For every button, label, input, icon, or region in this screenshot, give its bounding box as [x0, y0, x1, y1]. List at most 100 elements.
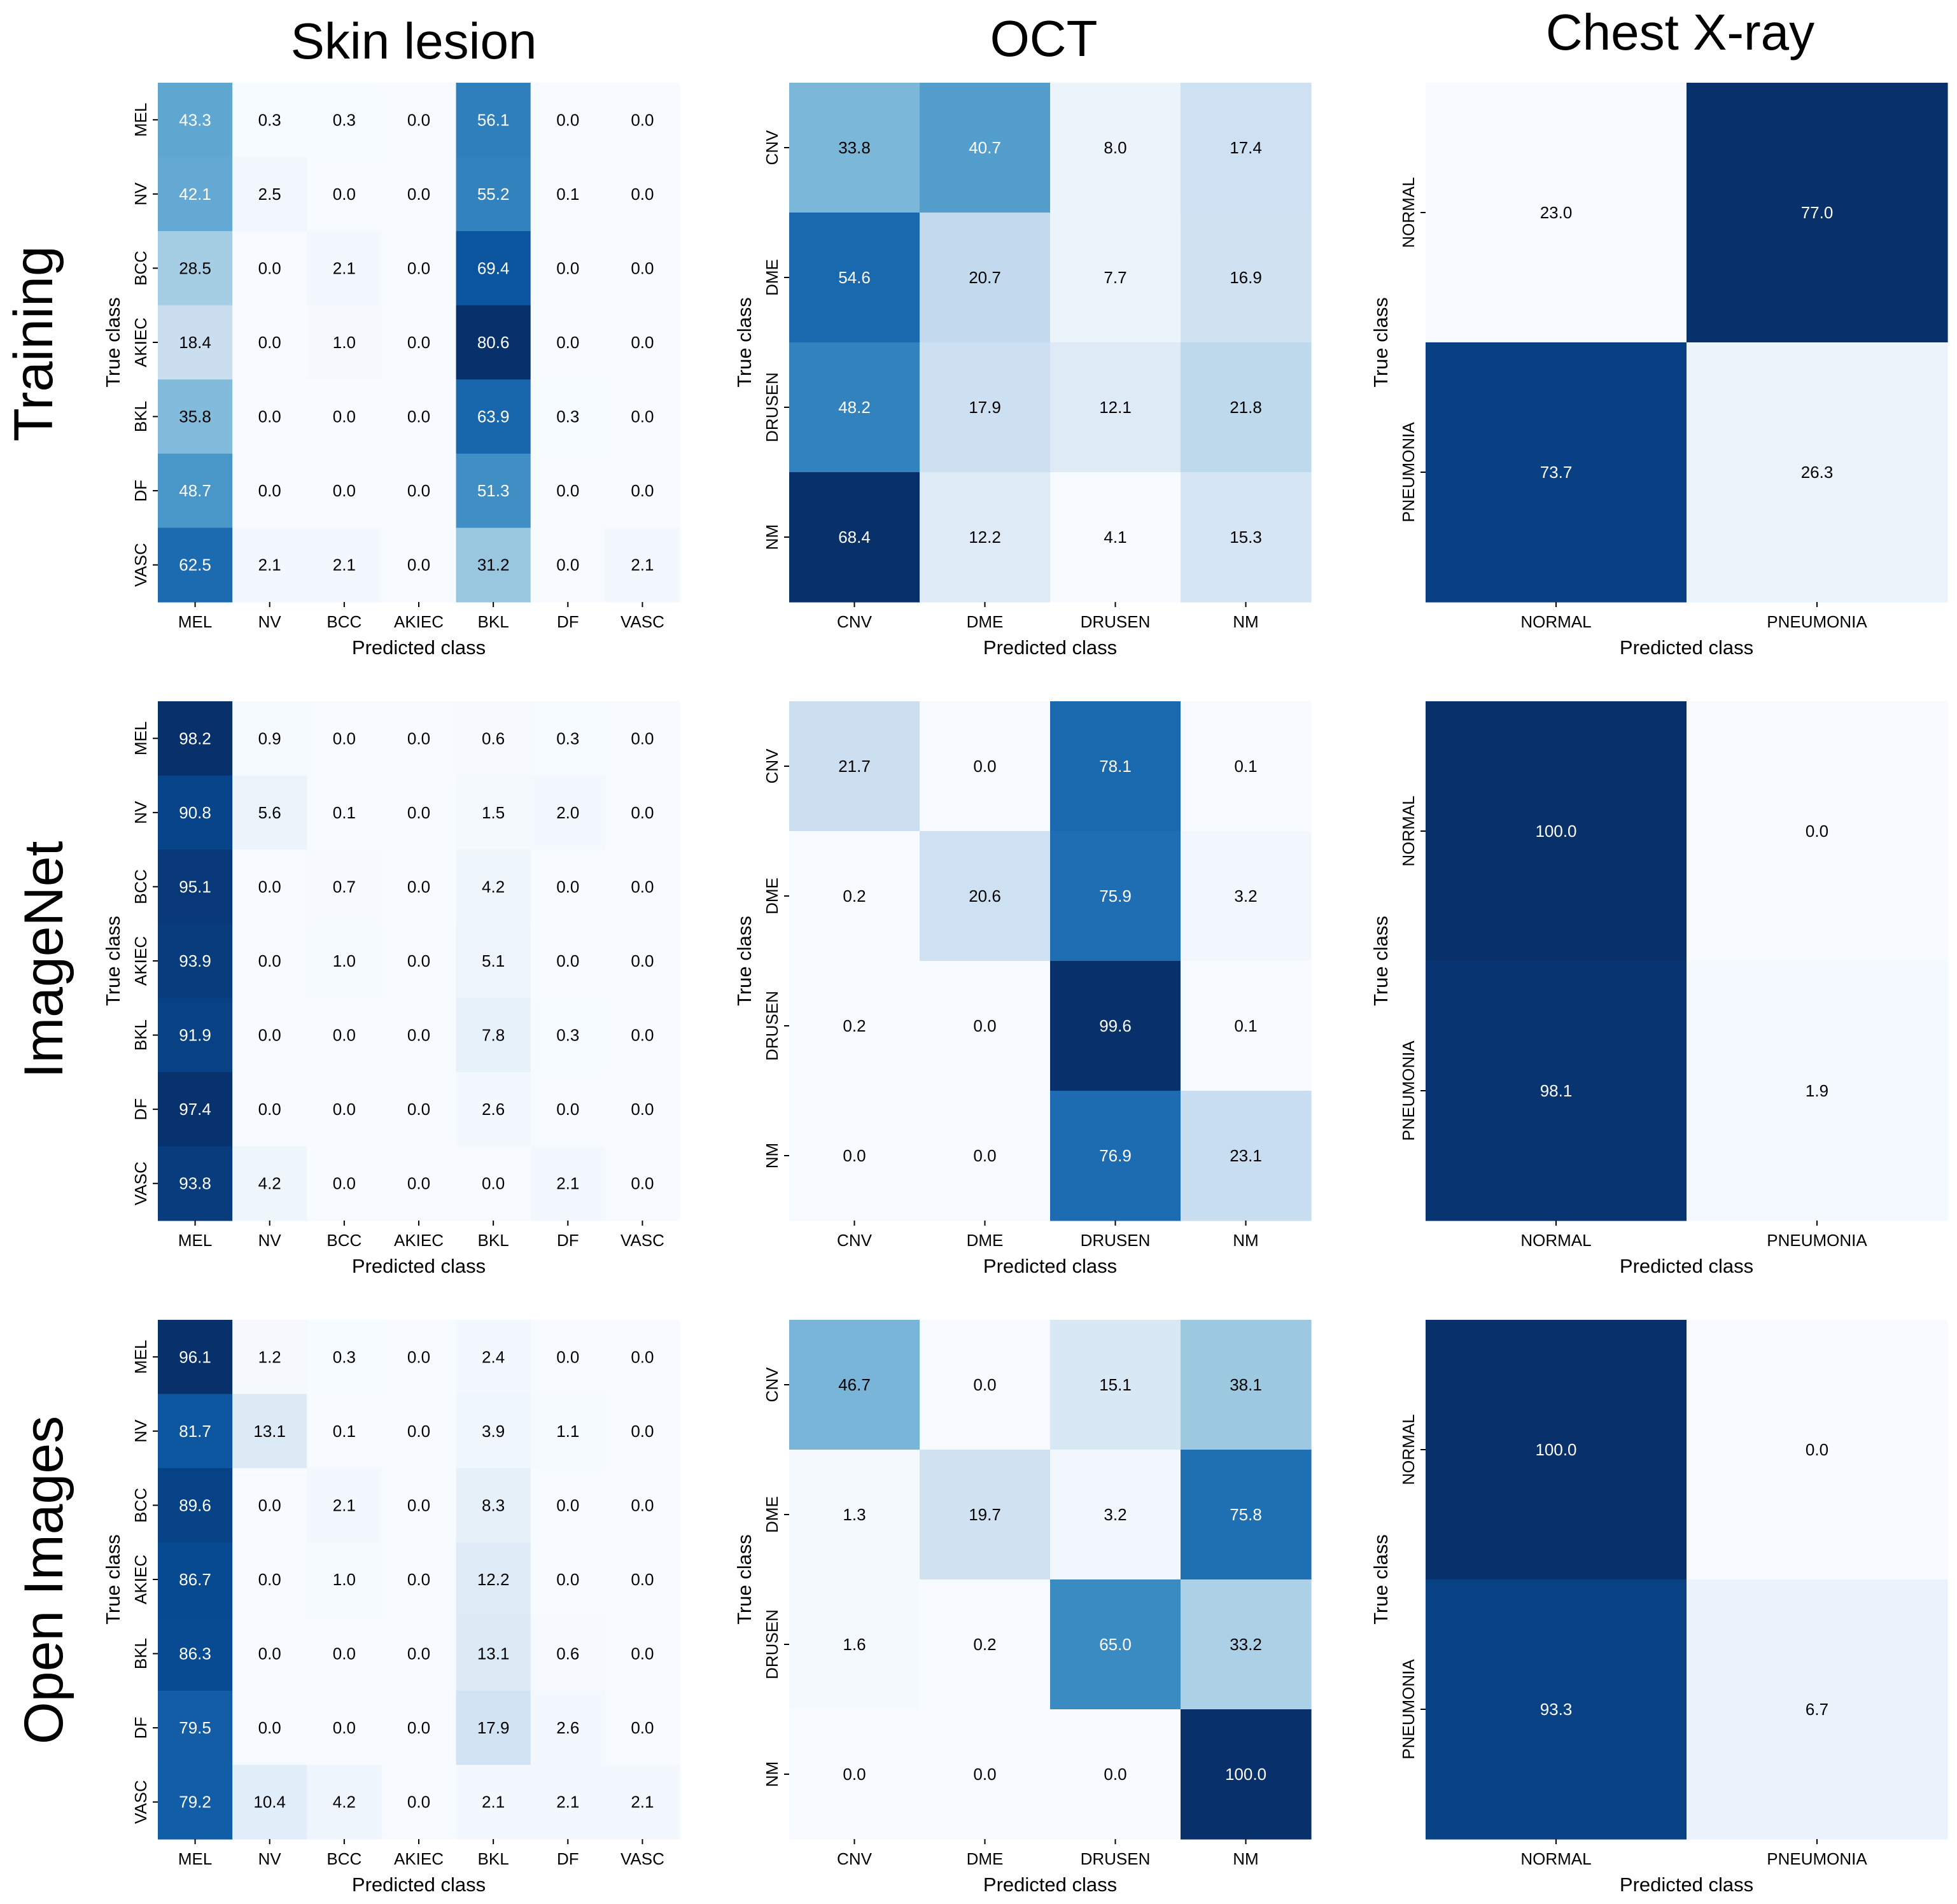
cell-value-label: 0.0	[407, 1718, 430, 1737]
heatmap-cell	[1181, 83, 1312, 213]
heatmap-cell	[307, 1690, 382, 1766]
heatmap-cell	[232, 923, 307, 998]
cell-value-label: 3.9	[482, 1422, 505, 1441]
cell-value-label: 0.0	[556, 1570, 579, 1589]
y-tick-label: BKL	[131, 1019, 150, 1051]
heatmap-cell	[307, 453, 382, 529]
heatmap-cell	[1426, 1320, 1687, 1580]
x-tick-label: VASC	[621, 612, 664, 631]
heatmap-cell	[456, 453, 531, 529]
y-tick-label: AKIEC	[131, 1555, 150, 1604]
cell-value-label: 0.0	[556, 1347, 579, 1366]
cell-value-label: 2.0	[556, 803, 579, 822]
heatmap-imagenet-skin-lesion: 98.2 0.9 0.0 0.0 0.6 0.3 0.0 90.8 5.6 0.1 0.0 1.5 2.…	[102, 701, 680, 1277]
cell-value-label: 0.6	[482, 729, 505, 748]
heatmap-cell	[1050, 1579, 1181, 1710]
cell-value-label: 2.6	[556, 1718, 579, 1737]
heatmap-cell	[1687, 961, 1948, 1221]
y-tick-label: NV	[131, 1419, 150, 1443]
heatmap-cell	[158, 1394, 233, 1469]
cell-value-label: 93.8	[179, 1174, 211, 1193]
cell-value-label: 91.9	[179, 1026, 211, 1045]
cell-value-label: 0.0	[407, 1495, 430, 1515]
heatmap-cell	[1050, 472, 1181, 603]
heatmap-cell	[307, 850, 382, 925]
cell-value-label: 0.2	[843, 886, 866, 906]
heatmap-cell	[530, 1146, 606, 1221]
x-axis-label: Predicted class	[352, 1873, 486, 1896]
x-tick-label: AKIEC	[394, 1849, 444, 1868]
cell-value-label: 0.0	[631, 333, 654, 352]
heatmap-cell	[605, 850, 680, 925]
cell-value-label: 23.0	[1540, 203, 1573, 222]
cell-value-label: 0.0	[258, 407, 281, 426]
cell-value-label: 96.1	[179, 1347, 211, 1366]
cell-value-label: 0.0	[556, 481, 579, 500]
cell-value-label: 0.3	[556, 1026, 579, 1045]
heatmap-cell	[530, 923, 606, 998]
heatmap-cell	[530, 453, 606, 529]
heatmap-cell	[789, 1709, 920, 1840]
heatmap-cell	[456, 1765, 531, 1840]
cell-value-label: 1.1	[556, 1422, 579, 1441]
row-title-training: Training	[3, 246, 64, 442]
heatmap-cell	[232, 1542, 307, 1617]
y-tick-label: BCC	[131, 251, 150, 286]
heatmap-cell	[381, 998, 457, 1073]
cell-value-label: 4.1	[1104, 528, 1126, 547]
heatmap-cell	[1050, 961, 1181, 1091]
heatmap-cell	[1181, 472, 1312, 603]
heatmap-cell	[456, 83, 531, 158]
heatmap-cell	[381, 231, 457, 306]
cell-value-label: 100.0	[1535, 1440, 1576, 1459]
heatmap-cell	[232, 231, 307, 306]
cell-value-label: 20.6	[969, 886, 1001, 906]
cell-value-label: 0.0	[631, 1718, 654, 1737]
cell-value-label: 2.1	[631, 1793, 654, 1812]
heatmap-cell	[920, 1450, 1051, 1580]
x-tick-label: MEL	[178, 1231, 212, 1250]
cell-value-label: 19.7	[969, 1505, 1001, 1524]
y-tick-label: NORMAL	[1399, 177, 1418, 248]
heatmap-cell	[456, 923, 531, 998]
heatmap-cell	[456, 1072, 531, 1147]
heatmap-cell	[456, 528, 531, 603]
cell-value-label: 98.2	[179, 729, 211, 748]
cell-value-label: 0.0	[973, 1765, 996, 1784]
heatmap-cell	[232, 1072, 307, 1147]
cell-value-label: 90.8	[179, 803, 211, 822]
cell-value-label: 0.0	[333, 1026, 356, 1045]
y-tick-label: BKL	[131, 401, 150, 432]
cell-value-label: 78.1	[1099, 757, 1132, 776]
heatmap-cell	[381, 305, 457, 380]
heatmap-cell	[158, 1765, 233, 1840]
cell-value-label: 0.0	[407, 1422, 430, 1441]
heatmap-cell	[1687, 701, 1948, 962]
heatmap-cell	[232, 1394, 307, 1469]
cell-value-label: 2.1	[556, 1793, 579, 1812]
x-tick-label: DF	[557, 612, 579, 631]
cell-value-label: 95.1	[179, 877, 211, 896]
cell-value-label: 12.2	[477, 1570, 510, 1589]
heatmap-cell	[1050, 1091, 1181, 1221]
cell-value-label: 0.0	[407, 258, 430, 277]
cell-value-label: 0.0	[333, 185, 356, 204]
cell-value-label: 0.1	[333, 803, 356, 822]
x-axis-label: Predicted class	[1620, 636, 1753, 659]
cell-value-label: 0.1	[1234, 1016, 1257, 1035]
heatmap-cell	[381, 1616, 457, 1691]
y-tick-label: CNV	[762, 748, 782, 784]
y-tick-label: CNV	[762, 130, 782, 165]
cell-value-label: 48.2	[838, 398, 871, 417]
cell-value-label: 1.5	[482, 803, 505, 822]
cell-value-label: 0.0	[631, 1026, 654, 1045]
cell-value-label: 0.0	[631, 1347, 654, 1366]
x-tick-label: BKL	[478, 1231, 509, 1250]
cell-value-label: 2.1	[482, 1793, 505, 1812]
x-tick-label: BKL	[478, 1849, 509, 1868]
cell-value-label: 0.0	[407, 1644, 430, 1663]
x-axis-label: Predicted class	[1620, 1873, 1753, 1896]
heatmap-cell	[307, 379, 382, 454]
y-axis-label: True class	[102, 1534, 124, 1625]
heatmap-cell	[920, 83, 1051, 213]
